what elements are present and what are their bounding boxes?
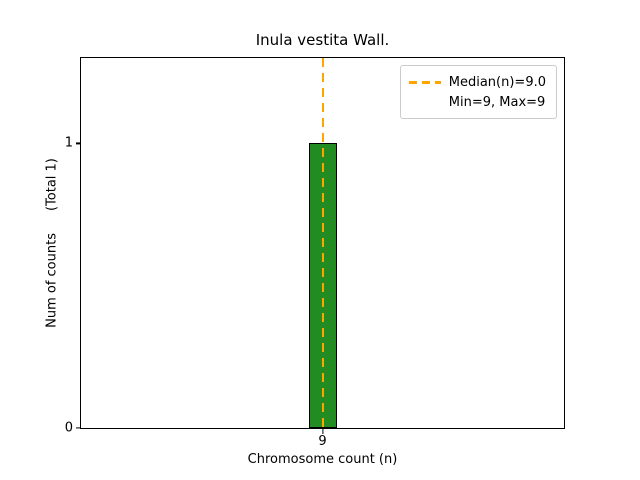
y-axis-total-label: (Total 1) — [44, 158, 60, 212]
legend-row: Median(n)=9.0 — [408, 72, 546, 92]
y-axis-label-group: Num of counts (Total 1) — [45, 158, 60, 328]
legend-dashed-line-sample — [408, 80, 441, 84]
legend-label: Median(n)=9.0 — [448, 74, 546, 90]
legend-empty-sample — [409, 101, 441, 104]
y-tick-mark — [76, 427, 81, 429]
x-tick-mark — [321, 429, 324, 434]
x-tick-label: 9 — [318, 434, 327, 449]
y-tick-label: 1 — [64, 135, 73, 151]
chart-title: Inula vestita Wall. — [255, 31, 390, 49]
y-tick-mark — [76, 142, 81, 144]
x-axis-label: Chromosome count (n) — [247, 452, 398, 467]
legend: Median(n)=9.0 Min=9, Max=9 — [399, 65, 557, 119]
y-tick-label: 0 — [64, 420, 73, 436]
legend-row: Min=9, Max=9 — [409, 92, 546, 112]
legend-label: Min=9, Max=9 — [448, 94, 546, 110]
y-axis-label: Num of counts — [44, 233, 60, 328]
median-line — [321, 58, 324, 428]
plot-area: Median(n)=9.0 Min=9, Max=9 9 0 1 — [65, 57, 565, 449]
